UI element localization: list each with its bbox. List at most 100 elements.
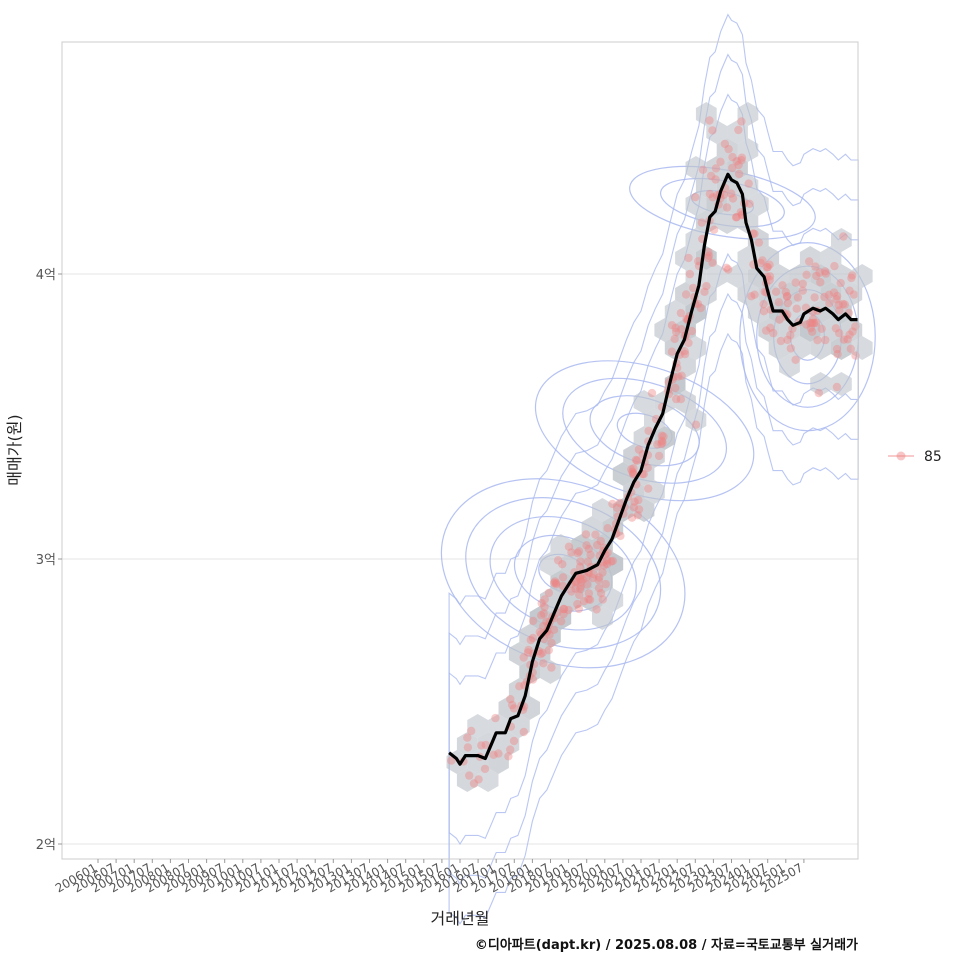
data-point bbox=[607, 557, 616, 566]
y-tick-label: 3억 bbox=[36, 553, 56, 568]
data-point bbox=[491, 713, 500, 723]
data-point bbox=[559, 604, 568, 614]
data-point bbox=[711, 164, 721, 173]
data-point bbox=[508, 700, 517, 710]
data-point bbox=[782, 292, 792, 301]
data-point bbox=[643, 463, 652, 472]
data-point bbox=[846, 344, 855, 353]
x-axis-title: 거래년월 bbox=[431, 909, 490, 928]
data-point bbox=[539, 622, 548, 631]
data-point bbox=[788, 324, 797, 333]
data-point bbox=[808, 315, 818, 324]
data-point bbox=[552, 579, 561, 588]
data-point bbox=[528, 616, 538, 626]
hexbin-cell bbox=[831, 336, 852, 360]
data-point bbox=[792, 304, 801, 313]
data-point bbox=[558, 560, 567, 569]
data-point bbox=[808, 327, 817, 336]
data-point bbox=[814, 388, 823, 398]
hexbin-cell bbox=[623, 444, 644, 468]
data-point bbox=[769, 328, 778, 338]
hexbin-cell bbox=[706, 156, 728, 180]
hexbin-cell bbox=[695, 174, 717, 198]
hexbin-cell bbox=[716, 210, 738, 234]
data-point bbox=[832, 382, 842, 392]
hexbin-cell bbox=[508, 714, 530, 738]
hexbin-cell bbox=[675, 246, 696, 270]
data-point bbox=[811, 262, 820, 271]
data-point bbox=[509, 704, 519, 713]
data-point bbox=[667, 321, 677, 330]
data-point bbox=[596, 536, 605, 546]
hexbin-cell bbox=[799, 246, 821, 270]
data-point bbox=[835, 329, 844, 338]
data-point bbox=[765, 260, 774, 269]
data-point bbox=[705, 189, 715, 199]
data-point bbox=[761, 326, 771, 335]
data-point bbox=[608, 499, 617, 509]
data-point bbox=[654, 451, 664, 461]
hexbin-cell bbox=[540, 552, 561, 576]
data-point bbox=[545, 630, 554, 639]
data-point bbox=[557, 617, 566, 626]
hexbin-cell bbox=[675, 282, 696, 306]
data-point bbox=[851, 322, 860, 331]
data-point bbox=[567, 587, 576, 596]
data-point bbox=[577, 577, 586, 587]
data-point bbox=[820, 292, 829, 302]
data-point bbox=[672, 394, 681, 404]
hexbin-cell bbox=[706, 264, 728, 288]
hexbin-cell bbox=[529, 642, 551, 666]
data-point bbox=[515, 682, 524, 691]
data-point bbox=[634, 495, 643, 505]
data-point bbox=[598, 568, 607, 577]
hexbin-cell bbox=[789, 300, 811, 324]
data-point bbox=[809, 318, 819, 328]
data-point bbox=[685, 269, 695, 279]
data-point bbox=[774, 298, 783, 307]
data-point bbox=[540, 602, 549, 612]
data-point bbox=[763, 262, 772, 272]
data-point bbox=[821, 335, 830, 345]
hexbin-cell bbox=[737, 138, 759, 162]
data-point bbox=[594, 584, 604, 593]
data-point bbox=[754, 238, 764, 247]
data-point bbox=[791, 278, 800, 287]
data-point bbox=[547, 663, 556, 672]
data-point bbox=[812, 318, 821, 327]
data-point bbox=[820, 267, 830, 276]
data-point bbox=[728, 152, 737, 162]
hexbin-cell bbox=[685, 192, 707, 216]
hexbin-cell bbox=[581, 516, 603, 540]
data-point bbox=[603, 524, 612, 533]
data-point bbox=[765, 272, 775, 281]
data-point bbox=[791, 355, 800, 364]
data-point bbox=[528, 633, 538, 643]
data-point bbox=[463, 743, 473, 752]
hexbin-cell bbox=[592, 498, 613, 522]
hexbin-cell bbox=[581, 588, 603, 612]
hexbin-cell bbox=[685, 408, 707, 432]
data-point bbox=[494, 749, 503, 758]
data-point bbox=[821, 269, 831, 278]
data-point bbox=[672, 327, 681, 337]
hexbin-cell bbox=[747, 192, 769, 216]
data-point bbox=[824, 290, 834, 299]
data-point bbox=[599, 561, 609, 570]
data-point bbox=[689, 283, 698, 293]
hexbin-cell bbox=[706, 120, 728, 144]
data-point bbox=[579, 597, 589, 606]
data-point bbox=[722, 203, 732, 212]
data-point bbox=[564, 542, 574, 551]
data-point bbox=[549, 625, 559, 634]
data-point bbox=[582, 580, 592, 589]
hexbin-cell bbox=[820, 282, 842, 306]
data-point bbox=[832, 344, 842, 354]
data-point bbox=[633, 511, 642, 520]
data-point bbox=[732, 157, 741, 166]
data-point bbox=[633, 456, 642, 465]
data-point bbox=[544, 588, 554, 598]
hexbin-cell bbox=[519, 624, 540, 648]
hexbin-cell bbox=[841, 318, 863, 342]
